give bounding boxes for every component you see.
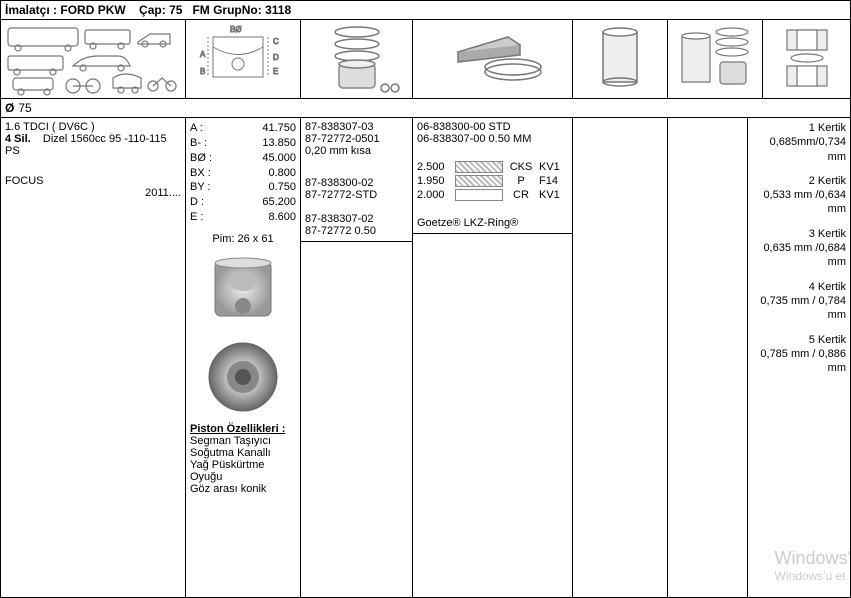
- dim-a: 41.750: [262, 121, 296, 136]
- piston-photo-1: [203, 251, 283, 331]
- kertik-entry: 3 Kertik0,635 mm /0,684 mm: [752, 227, 846, 270]
- part-number: 87-72772 0.50: [305, 225, 408, 237]
- diameter-row: Ø 75: [0, 98, 851, 118]
- cylinder-count: 4 Sil.: [5, 133, 31, 145]
- group-value: 3118: [265, 3, 291, 17]
- ring-spec-row: 1.950PF14: [417, 175, 568, 187]
- ringset-code: 06-838300-00 STD: [417, 121, 568, 133]
- manufacturer-label: İmalatçı :: [5, 3, 57, 17]
- liner-kit-icon: [668, 20, 763, 98]
- manufacturer-value: FORD PKW: [60, 3, 125, 17]
- liner-icon: [573, 20, 668, 98]
- piston-photo-2: [203, 337, 283, 417]
- dim-a-label: A :: [190, 121, 203, 136]
- ring-set-column: 06-838300-00 STD 06-838307-00 0.50 MM 2.…: [413, 118, 573, 597]
- category-icon-row: A C D E B BØ: [0, 20, 851, 98]
- dim-d: 65.200: [262, 195, 296, 210]
- feature-line: Göz arası konik: [190, 483, 296, 495]
- section-divider: [301, 241, 412, 242]
- feature-line: Soğutma Kanallı: [190, 447, 296, 459]
- kertik-column: 1 Kertik0,685mm/0,734 mm 2 Kertik0,533 mm…: [748, 118, 850, 597]
- piston-features-title: Piston Özellikleri :: [190, 423, 296, 435]
- dim-by: 0.750: [268, 180, 296, 195]
- diameter-value: 75: [169, 3, 182, 17]
- empty-column-2: [668, 118, 748, 597]
- dim-bminus: 13.850: [262, 136, 296, 151]
- pin-spec: Pim: 26 x 61: [190, 233, 296, 245]
- ring-set-icon: [413, 20, 573, 98]
- dim-bminus-label: B- :: [190, 136, 207, 151]
- dimensions-column: A : 41.750 B- : 13.850 BØ : 45.000 BX : 0.80…: [186, 118, 301, 597]
- group-label: FM GrupNo:: [192, 3, 261, 17]
- diameter-symbol: Ø: [5, 101, 14, 115]
- svg-text:C: C: [273, 37, 279, 46]
- kertik-entry: 5 Kertik0,785 mm / 0,886 mm: [752, 333, 846, 376]
- catalog-header: İmalatçı : FORD PKW Çap: 75 FM GrupNo: 3…: [0, 0, 851, 20]
- dim-d-label: D :: [190, 195, 204, 210]
- part-number: 87-838307-03: [305, 121, 408, 133]
- part-number: 87-838300-02: [305, 177, 408, 189]
- ring-spec-row: 2.500CKSKV1: [417, 161, 568, 173]
- part-note: 0,20 mm kısa: [305, 145, 408, 157]
- part-number: 87-72772-0501: [305, 133, 408, 145]
- vehicle-model: FOCUS: [5, 175, 181, 187]
- part-number: 87-838307-02: [305, 213, 408, 225]
- model-year: 2011....: [5, 187, 181, 199]
- diameter-label: Çap:: [139, 3, 166, 17]
- kertik-entry: 1 Kertik0,685mm/0,734 mm: [752, 121, 846, 164]
- main-grid: 1.6 TDCI ( DV6C ) 4 Sil. Dizel 1560cc 95…: [0, 118, 851, 598]
- svg-text:D: D: [273, 53, 279, 62]
- feature-line: Yağ Püskürtme Oyuğu: [190, 459, 296, 483]
- ringset-brand: Goetze® LKZ-Ring®: [417, 217, 568, 229]
- engine-column: 1.6 TDCI ( DV6C ) 4 Sil. Dizel 1560cc 95…: [1, 118, 186, 597]
- svg-text:BØ: BØ: [230, 25, 242, 34]
- piston-rings-icon: [301, 20, 413, 98]
- part-number: 87-72772-STD: [305, 189, 408, 201]
- svg-text:A: A: [200, 50, 206, 59]
- dim-bx: 0.800: [268, 166, 296, 181]
- diameter-row-value: 75: [18, 101, 31, 115]
- engine-spec-line: 4 Sil. Dizel 1560cc 95 -110-115 PS: [5, 133, 181, 157]
- part-numbers-column: 87-838307-03 87-72772-0501 0,20 mm kısa …: [301, 118, 413, 597]
- empty-column-1: [573, 118, 668, 597]
- ring-spec-row: 2.000CRKV1: [417, 189, 568, 201]
- dim-bdiam: 45.000: [262, 151, 296, 166]
- dim-e-label: E :: [190, 210, 203, 225]
- piston-dimension-icon: A C D E B BØ: [186, 20, 301, 98]
- dim-bx-label: BX :: [190, 166, 211, 181]
- dim-bdiam-label: BØ :: [190, 151, 212, 166]
- feature-line: Segman Taşıyıcı: [190, 435, 296, 447]
- engine-code: 1.6 TDCI ( DV6C ): [5, 121, 181, 133]
- ringset-code: 06-838307-00 0.50 MM: [417, 133, 568, 145]
- dim-e: 8.600: [268, 210, 296, 225]
- piston-features: Piston Özellikleri : Segman Taşıyıcı Soğ…: [190, 423, 296, 495]
- vehicles-icon: [1, 20, 186, 98]
- section-divider: [413, 233, 572, 234]
- dim-by-label: BY :: [190, 180, 211, 195]
- kertik-entry: 2 Kertik0,533 mm /0,634 mm: [752, 174, 846, 217]
- svg-text:E: E: [273, 67, 278, 76]
- assembly-icon: [763, 20, 850, 98]
- svg-text:B: B: [200, 67, 205, 76]
- kertik-entry: 4 Kertik0,735 mm / 0,784 mm: [752, 280, 846, 323]
